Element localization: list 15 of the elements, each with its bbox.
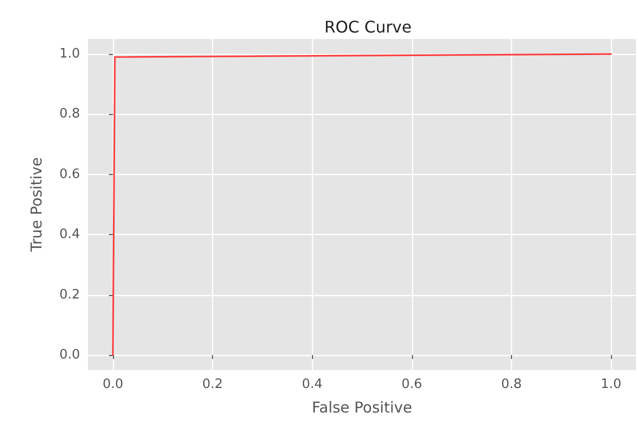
y-tick-label: 0.6 [59,166,80,182]
x-axis-title: False Positive [312,398,412,416]
y-tick-label: 1.0 [59,46,80,62]
x-tick-label: 0.8 [501,377,522,392]
y-tick-label: 0.8 [59,106,80,122]
y-tick-label: 0.2 [59,287,80,302]
x-tick-label: 0.6 [401,377,422,392]
chart-title: ROC Curve [324,18,412,36]
y-tick-label: 0.0 [59,347,80,362]
y-axis-title: True Positive [28,157,46,253]
x-tick-label: 0.0 [102,377,124,392]
x-tick-label: 0.2 [202,377,223,392]
x-tick-label: 0.4 [302,377,323,392]
x-tick-label: 1.0 [600,377,622,392]
y-tick-label: 0.4 [59,227,80,242]
